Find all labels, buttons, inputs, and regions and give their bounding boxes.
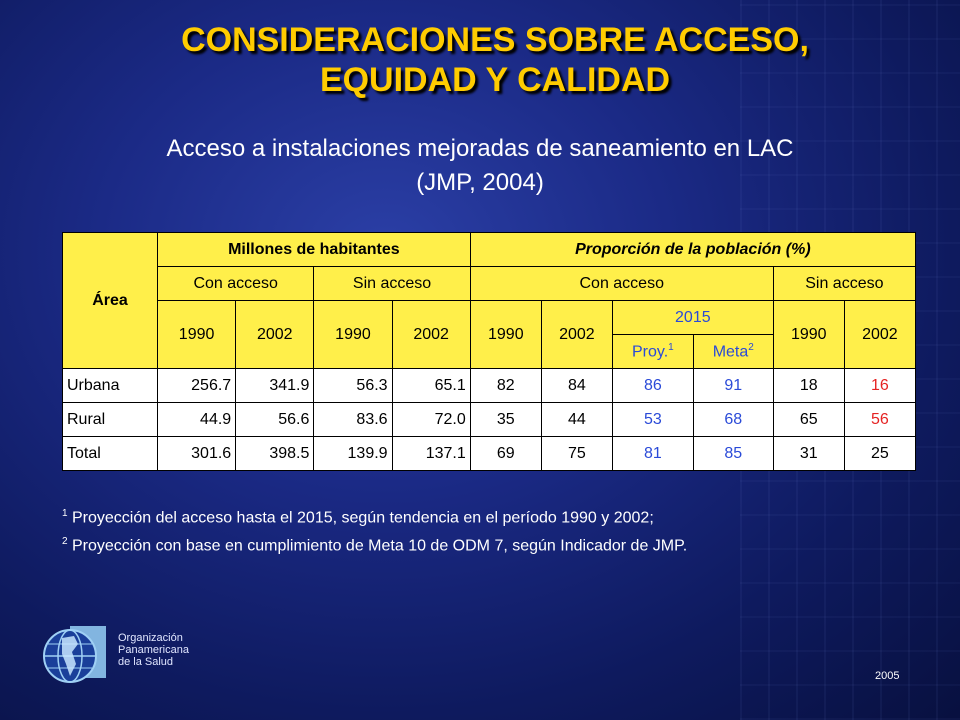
sanitation-table: Área Millones de habitantes Proporción d… xyxy=(62,232,917,471)
header-millones: Millones de habitantes xyxy=(157,232,471,267)
table-cell: 86 xyxy=(611,368,694,403)
subtitle-line-1: Acceso a instalaciones mejoradas de sane… xyxy=(166,135,794,162)
table-cell: 81 xyxy=(611,436,694,471)
header-mill-con-acceso: Con acceso xyxy=(156,266,315,301)
table-cell: 35 xyxy=(469,402,542,437)
table-row: Total 301.6 398.5 139.9 137.1 69 75 81 85 31 25 xyxy=(62,436,917,471)
table-cell: 83.6 xyxy=(313,402,393,437)
slide-subtitle: Acceso a instalaciones mejoradas de sane… xyxy=(0,132,960,200)
row-label: Urbana xyxy=(62,368,158,403)
subtitle-line-2: (JMP, 2004) xyxy=(416,169,544,196)
table-cell: 44.9 xyxy=(156,402,237,437)
table-row: Rural 44.9 56.6 83.6 72.0 35 44 53 68 65 56 xyxy=(62,402,917,437)
proy-footnote-ref: 1 xyxy=(668,341,674,353)
header-mill-sin-acceso: Sin acceso xyxy=(313,266,471,301)
table-cell: 25 xyxy=(843,436,917,471)
footnote-1: 1 Proyección del acceso hasta el 2015, s… xyxy=(62,502,687,530)
table-row: Urbana 256.7 341.9 56.3 65.1 82 84 86 91 18 16 xyxy=(62,368,917,403)
header-prop-con-acceso: Con acceso xyxy=(469,266,774,301)
org-line-2: Panamericana xyxy=(118,644,189,656)
meta-footnote-ref: 2 xyxy=(748,341,754,353)
table-cell: 53 xyxy=(611,402,694,437)
year-header: 2002 xyxy=(540,300,613,369)
header-proporcion: Proporción de la población (%) xyxy=(469,232,917,267)
footnote-1-mark: 1 xyxy=(62,508,68,519)
table-cell: 301.6 xyxy=(156,436,237,471)
table-cell: 44 xyxy=(540,402,613,437)
table-cell: 72.0 xyxy=(391,402,471,437)
globe-logo-icon xyxy=(40,620,110,695)
year-header: 2002 xyxy=(843,300,917,369)
footnote-1-text: Proyección del acceso hasta el 2015, seg… xyxy=(67,509,654,527)
table-cell: 56 xyxy=(843,402,917,437)
title-line-2: EQUIDAD Y CALIDAD xyxy=(319,61,671,99)
row-label: Total xyxy=(62,436,158,471)
table-cell: 84 xyxy=(540,368,613,403)
table-cell: 91 xyxy=(692,368,774,403)
header-area: Área xyxy=(62,232,158,369)
header-meta: Meta2 xyxy=(692,334,774,369)
footnote-2-text: Proyección con base en cumplimiento de M… xyxy=(67,537,688,555)
year-header: 1990 xyxy=(772,300,845,369)
footnotes: 1 Proyección del acceso hasta el 2015, s… xyxy=(62,502,687,559)
year-header-2015: 2015 xyxy=(611,300,774,335)
table-cell: 69 xyxy=(469,436,542,471)
table-cell: 65 xyxy=(772,402,845,437)
year-header: 1990 xyxy=(156,300,237,369)
table-cell: 18 xyxy=(772,368,845,403)
table-cell: 56.3 xyxy=(313,368,393,403)
table-cell: 82 xyxy=(469,368,542,403)
table-cell: 31 xyxy=(772,436,845,471)
organization-name: Organización Panamericana de la Salud xyxy=(118,632,189,668)
table-cell: 256.7 xyxy=(156,368,237,403)
table-cell: 68 xyxy=(692,402,774,437)
footnote-2-mark: 2 xyxy=(62,536,68,548)
table-cell: 56.6 xyxy=(235,402,315,437)
table-cell: 65.1 xyxy=(391,368,471,403)
year-header: 2002 xyxy=(235,300,315,369)
title-line-1: CONSIDERACIONES SOBRE ACCESO, xyxy=(181,21,809,59)
year-header: 1990 xyxy=(313,300,393,369)
footnote-2: 2 Proyección con base en cumplimiento de… xyxy=(62,530,687,558)
table-cell: 85 xyxy=(692,436,774,471)
table-cell: 341.9 xyxy=(235,368,315,403)
header-prop-sin-acceso: Sin acceso xyxy=(772,266,917,301)
table-body: Urbana 256.7 341.9 56.3 65.1 82 84 86 91 18 16 Rura… xyxy=(62,368,917,471)
table-cell: 16 xyxy=(843,368,917,403)
table-cell: 139.9 xyxy=(313,436,393,471)
table-cell: 137.1 xyxy=(391,436,471,471)
org-line-3: de la Salud xyxy=(118,656,174,668)
meta-label: Meta xyxy=(712,343,749,361)
org-line-1: Organización xyxy=(118,632,183,644)
year-header: 2002 xyxy=(391,300,471,369)
proy-label: Proy. xyxy=(632,343,669,361)
table-cell: 75 xyxy=(540,436,613,471)
table-cell: 398.5 xyxy=(235,436,315,471)
row-label: Rural xyxy=(62,402,158,437)
year-label: 2005 xyxy=(875,670,900,682)
slide-title: CONSIDERACIONES SOBRE ACCESO, EQUIDAD Y … xyxy=(0,20,960,100)
year-header: 1990 xyxy=(469,300,542,369)
header-proy: Proy.1 xyxy=(611,334,694,369)
